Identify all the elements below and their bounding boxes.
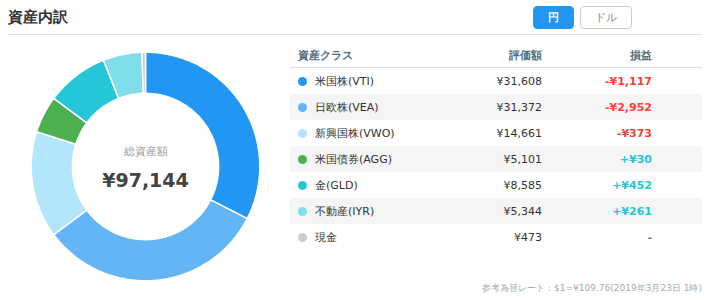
html-text:不動産(IYR): 不動産(IYR) bbox=[315, 204, 375, 218]
html-text:資産クラス: 資産クラス bbox=[298, 48, 353, 62]
html-text:+¥30: +¥30 bbox=[619, 152, 652, 166]
html-text:+¥452: +¥452 bbox=[612, 178, 652, 192]
html-text:米国債券(AGG): 米国債券(AGG) bbox=[315, 152, 392, 166]
html-text:参考為替レート：$1=¥109.76(2019年3月23日: 参考為替レート：$1=¥109.76(2019年3月23日 1時) bbox=[482, 283, 702, 293]
html-text:ドル: ドル bbox=[595, 10, 617, 24]
html-text:資産内訳: 資産内訳 bbox=[8, 7, 68, 26]
html-text:-¥2,952: -¥2,952 bbox=[605, 100, 652, 114]
html-text:米国株(VTI): 米国株(VTI) bbox=[315, 74, 375, 88]
html-text:現金: 現金 bbox=[315, 230, 337, 244]
html-text:¥473: ¥473 bbox=[514, 230, 542, 244]
html-text:-¥373: -¥373 bbox=[616, 126, 652, 140]
html-text:日欧株(VEA): 日欧株(VEA) bbox=[315, 100, 379, 114]
html-text:¥5,101: ¥5,101 bbox=[503, 152, 542, 166]
html-text:評価額: 評価額 bbox=[509, 48, 542, 62]
html-text:+¥261: +¥261 bbox=[612, 204, 652, 218]
html-text:-¥1,117: -¥1,117 bbox=[605, 74, 652, 88]
html-text:¥5,344: ¥5,344 bbox=[503, 204, 542, 218]
html-text:¥31,372: ¥31,372 bbox=[496, 100, 542, 114]
html-text:損益: 損益 bbox=[630, 48, 652, 62]
html-text:円: 円 bbox=[548, 10, 559, 24]
html-text:新興国株(VWO): 新興国株(VWO) bbox=[315, 126, 395, 140]
svg-text:総資産額: 総資産額 bbox=[123, 145, 168, 158]
html-text:¥8,585: ¥8,585 bbox=[503, 178, 542, 192]
html-text:¥14,661: ¥14,661 bbox=[496, 126, 542, 140]
html-text:¥31,608: ¥31,608 bbox=[496, 74, 542, 88]
html-text:金(GLD): 金(GLD) bbox=[315, 178, 358, 192]
svg-text:¥97,144: ¥97,144 bbox=[102, 169, 189, 191]
